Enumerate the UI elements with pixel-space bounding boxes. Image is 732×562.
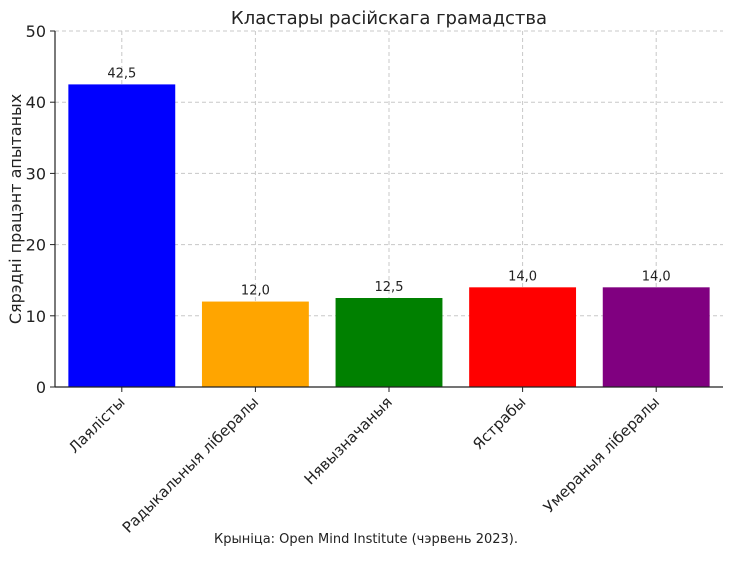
x-tick-label: Нявызначаныя <box>301 393 396 488</box>
source-note: Крыніца: Open Mind Institute (чэрвень 20… <box>214 532 518 547</box>
y-tick-label: 0 <box>36 378 46 397</box>
x-tick-label: Лаялісты <box>65 393 129 457</box>
y-tick-label: 20 <box>26 236 46 255</box>
x-tick-label: Умераныя лібералы <box>540 393 663 516</box>
bar <box>602 287 710 387</box>
bar-value-label: 12,5 <box>375 280 404 295</box>
y-axis-label: Сярэдні працэнт апытаных <box>6 94 25 324</box>
x-tick-label: Ястрабы <box>469 393 529 453</box>
y-tick-label: 40 <box>26 93 46 112</box>
y-tick-label: 50 <box>26 22 46 41</box>
x-tick-label: Радыкальныя лібералы <box>119 393 263 537</box>
bar-value-label: 14,0 <box>508 269 537 284</box>
axes-layer <box>50 30 723 392</box>
chart-title: Кластары расійскага грамадства <box>231 8 547 29</box>
bar <box>201 301 309 387</box>
y-tick-label: 10 <box>26 307 46 326</box>
bars-layer <box>68 84 710 388</box>
bar <box>68 84 176 388</box>
bar <box>469 287 577 387</box>
bar-value-label: 12,0 <box>241 284 270 299</box>
bar-value-label: 14,0 <box>642 269 671 284</box>
y-tick-label: 30 <box>26 164 46 183</box>
bar <box>335 298 443 387</box>
bar-value-label: 42,5 <box>107 66 136 81</box>
